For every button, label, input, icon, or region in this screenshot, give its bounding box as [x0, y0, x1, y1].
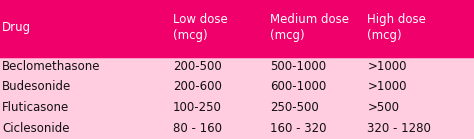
Text: >500: >500 — [367, 101, 400, 114]
Bar — [0, 56, 474, 139]
Text: 500-1000: 500-1000 — [270, 59, 326, 73]
Text: >1000: >1000 — [367, 59, 407, 73]
Text: High dose
(mcg): High dose (mcg) — [367, 13, 426, 42]
Bar — [0, 0, 474, 56]
Text: 320 - 1280: 320 - 1280 — [367, 122, 431, 135]
Text: >1000: >1000 — [367, 80, 407, 93]
Text: Fluticasone: Fluticasone — [2, 101, 70, 114]
Text: 250-500: 250-500 — [270, 101, 319, 114]
Text: 600-1000: 600-1000 — [270, 80, 327, 93]
Text: Medium dose
(mcg): Medium dose (mcg) — [270, 13, 349, 42]
Text: 160 - 320: 160 - 320 — [270, 122, 327, 135]
Text: 80 - 160: 80 - 160 — [173, 122, 222, 135]
Text: 200-600: 200-600 — [173, 80, 222, 93]
Text: Budesonide: Budesonide — [2, 80, 72, 93]
Text: Low dose
(mcg): Low dose (mcg) — [173, 13, 228, 42]
Text: 200-500: 200-500 — [173, 59, 222, 73]
Text: 100-250: 100-250 — [173, 101, 222, 114]
Text: Ciclesonide: Ciclesonide — [2, 122, 70, 135]
Text: Drug: Drug — [2, 21, 31, 34]
Text: Beclomethasone: Beclomethasone — [2, 59, 101, 73]
